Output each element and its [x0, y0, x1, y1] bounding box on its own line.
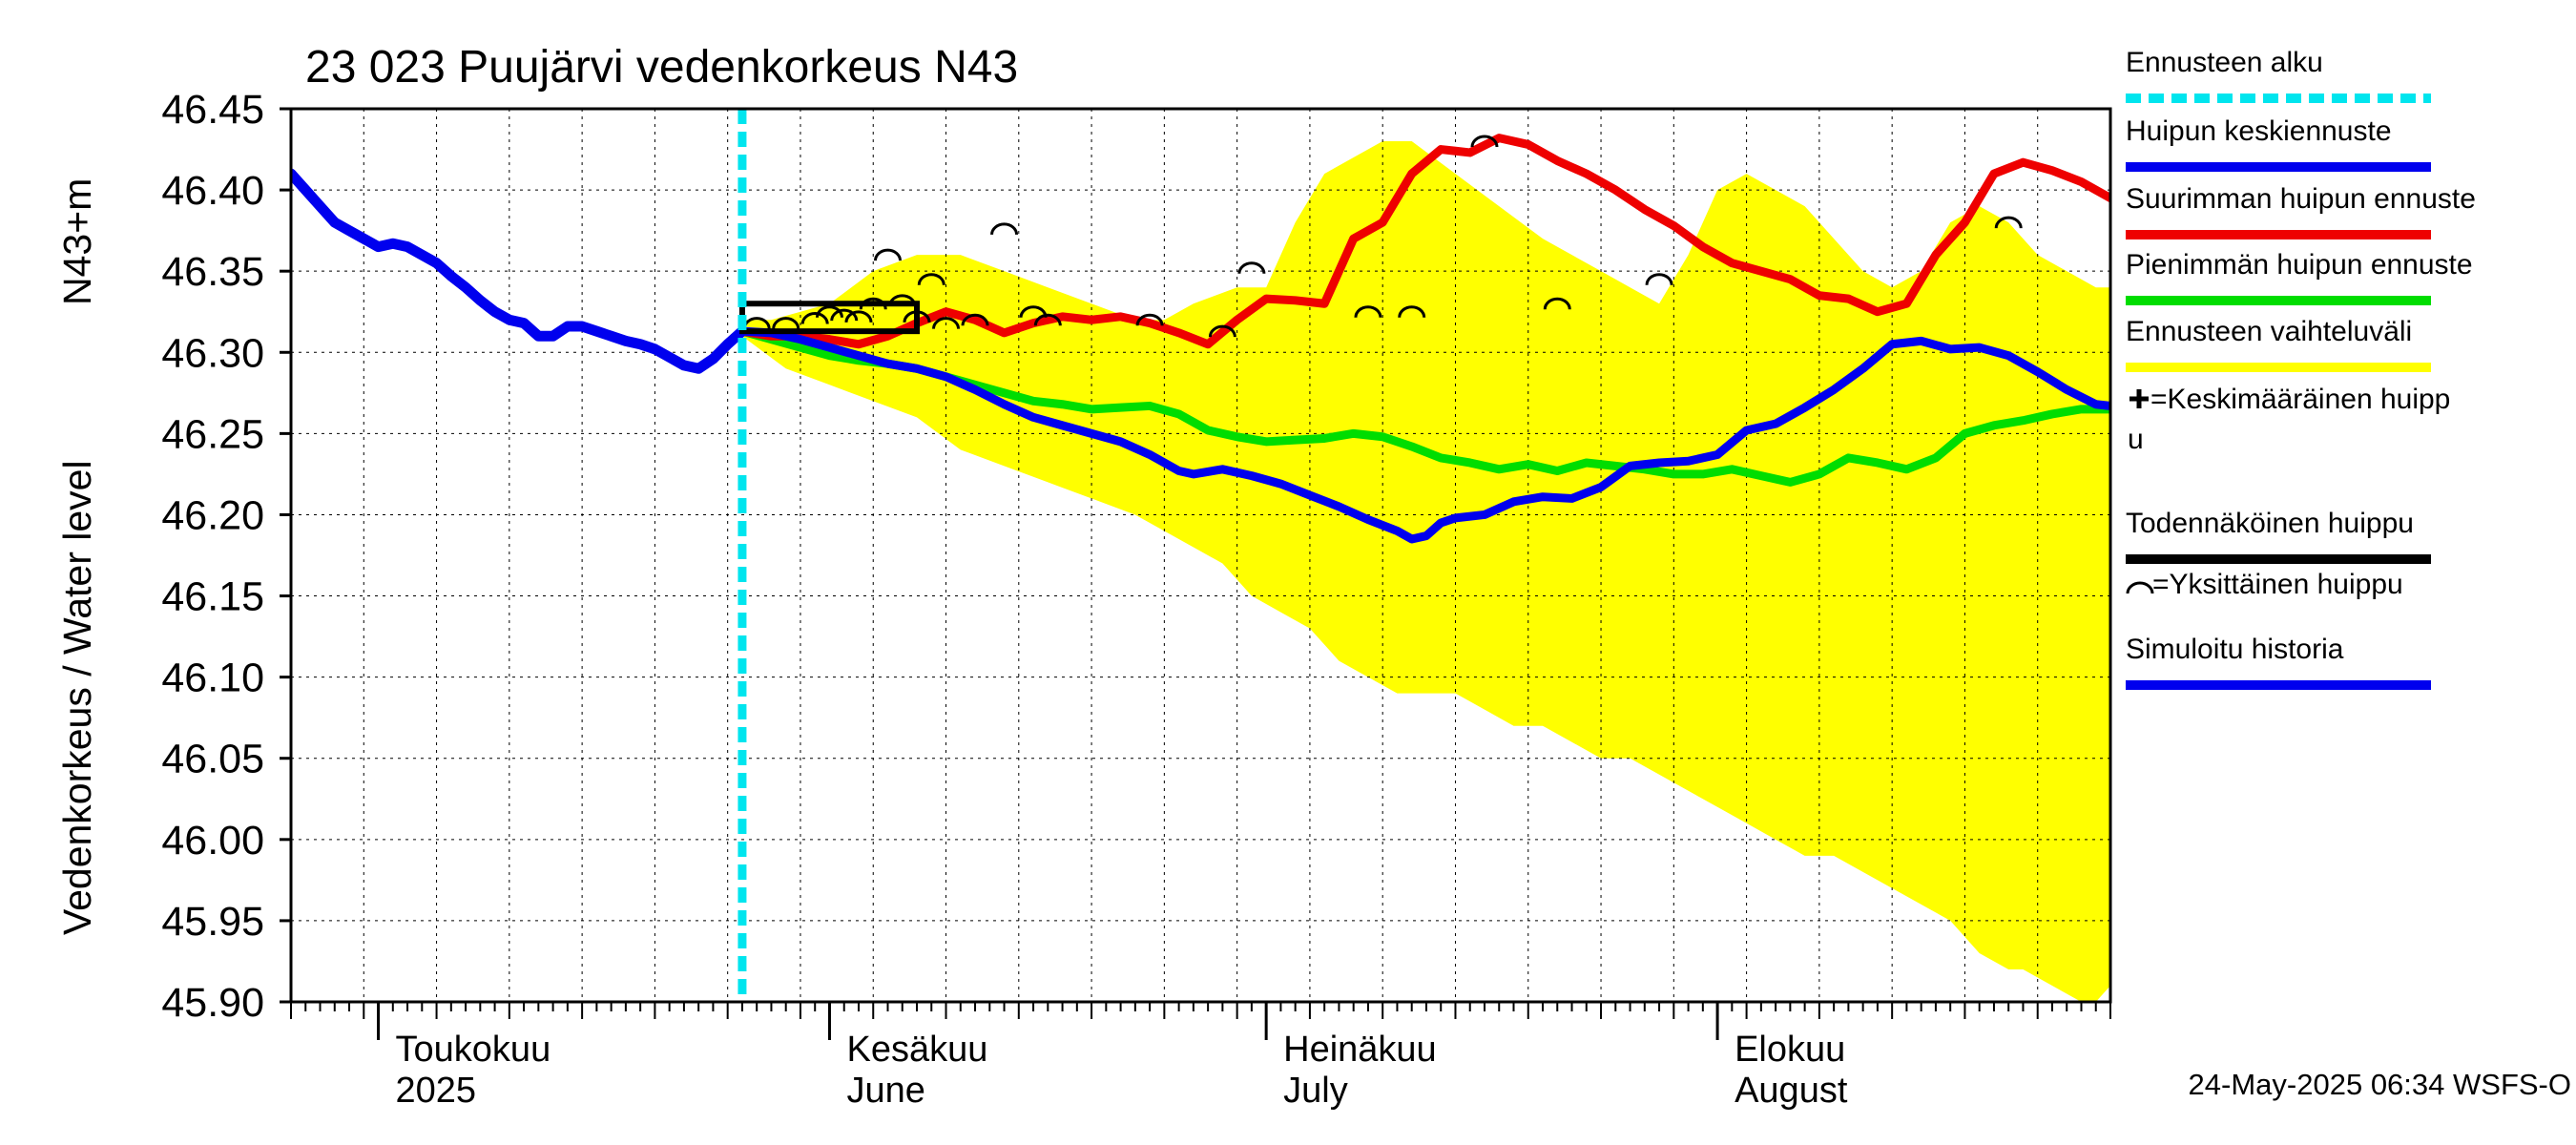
month-label-en: July [1283, 1071, 1348, 1111]
single-peak-marker [844, 310, 873, 323]
single-peak-marker [1470, 135, 1499, 148]
y-tick-label: 46.05 [161, 737, 264, 782]
y-tick-label: 46.40 [161, 168, 264, 214]
legend-label: Simuloitu historia [2126, 634, 2344, 665]
single-peak-marker [1543, 297, 1571, 310]
single-peak-marker [800, 312, 829, 324]
y-tick-label: 45.95 [161, 899, 264, 945]
footer-stamp: 24-May-2025 06:34 WSFS-O [2189, 1068, 2571, 1101]
legend-item: Todennäköinen huippu [2126, 508, 2431, 564]
month-label-fi: Heinäkuu [1283, 1030, 1437, 1070]
y-tick-label: 46.00 [161, 818, 264, 864]
legend-label: Todennäköinen huippu [2126, 508, 2414, 539]
legend-label: u [2128, 424, 2144, 455]
y-axis-unit: N43+m [55, 178, 99, 305]
month-label-en: 2025 [396, 1071, 477, 1111]
legend-label: =Yksittäinen huippu [2152, 569, 2403, 600]
single-peak-marker [888, 294, 917, 306]
single-peak-marker [1645, 273, 1673, 285]
y-tick-label: 45.90 [161, 980, 264, 1026]
single-peak-marker [1354, 305, 1382, 318]
y-tick-label: 46.15 [161, 574, 264, 620]
legend-item: Ennusteen alku [2126, 47, 2431, 103]
legend-label: Ennusteen vaihteluväli [2126, 316, 2412, 347]
legend-item: =Keskimääräinen huippu [2128, 384, 2450, 455]
forecast-range-band [741, 141, 2110, 1002]
legend-item: Suurimman huipun ennuste [2126, 183, 2476, 239]
single-peak-marker [961, 313, 989, 326]
single-peak-marker [1135, 313, 1164, 326]
single-peak-marker [1237, 261, 1266, 274]
y-tick-label: 46.25 [161, 411, 264, 457]
single-peak-marker [903, 310, 931, 323]
single-peak-marker [1208, 324, 1236, 338]
legend-item: Huipun keskiennuste [2126, 115, 2431, 172]
single-peak-marker [815, 305, 843, 318]
series-huipun-keskiennuste [737, 326, 2110, 544]
y-tick-label: 46.20 [161, 492, 264, 538]
legend-symbol-arc [2126, 581, 2154, 594]
single-peak-marker [1033, 313, 1062, 326]
series-simuloitu-historia [291, 168, 748, 374]
month-label-fi: Elokuu [1735, 1030, 1845, 1070]
legend-label: Suurimman huipun ennuste [2126, 183, 2476, 215]
single-peak-marker [772, 317, 800, 329]
month-label-fi: Kesäkuu [846, 1030, 987, 1070]
legend-item: =Yksittäinen huippu [2126, 569, 2403, 600]
plot-frame [289, 107, 2112, 1004]
series-suurimman-huipun-ennuste [737, 134, 2110, 349]
month-label-fi: Toukokuu [396, 1030, 551, 1070]
y-tick-label: 46.30 [161, 330, 264, 376]
legend-label: Pienimmän huipun ennuste [2126, 249, 2473, 281]
legend-label: =Keskimääräinen huipp [2150, 384, 2450, 415]
y-axis-label: Vedenkorkeus / Water level [55, 460, 99, 935]
single-peak-marker [1994, 216, 2023, 229]
legend-item: Pienimmän huipun ennuste [2126, 249, 2473, 305]
single-peak-marker [932, 317, 961, 329]
month-label-en: June [846, 1071, 924, 1111]
single-peak-marker [1398, 305, 1426, 318]
plot-area [291, 109, 2110, 1002]
chart-title: 23 023 Puujärvi vedenkorkeus N43 [305, 42, 1018, 93]
legend-label: Ennusteen alku [2126, 47, 2323, 78]
legend-item: Ennusteen vaihteluväli [2126, 316, 2431, 372]
single-peak-marker [859, 297, 887, 310]
single-peak-marker [873, 248, 902, 261]
month-label-en: August [1735, 1071, 1848, 1111]
y-tick-label: 46.10 [161, 656, 264, 701]
single-peak-marker [917, 273, 945, 285]
y-tick-label: 46.35 [161, 249, 264, 295]
legend-label: Huipun keskiennuste [2126, 115, 2392, 147]
single-peak-marker [1019, 305, 1048, 318]
legend-item: Simuloitu historia [2126, 634, 2431, 690]
single-peak-marker [830, 308, 859, 322]
y-tick-label: 46.45 [161, 87, 264, 133]
single-peak-marker [990, 222, 1019, 236]
